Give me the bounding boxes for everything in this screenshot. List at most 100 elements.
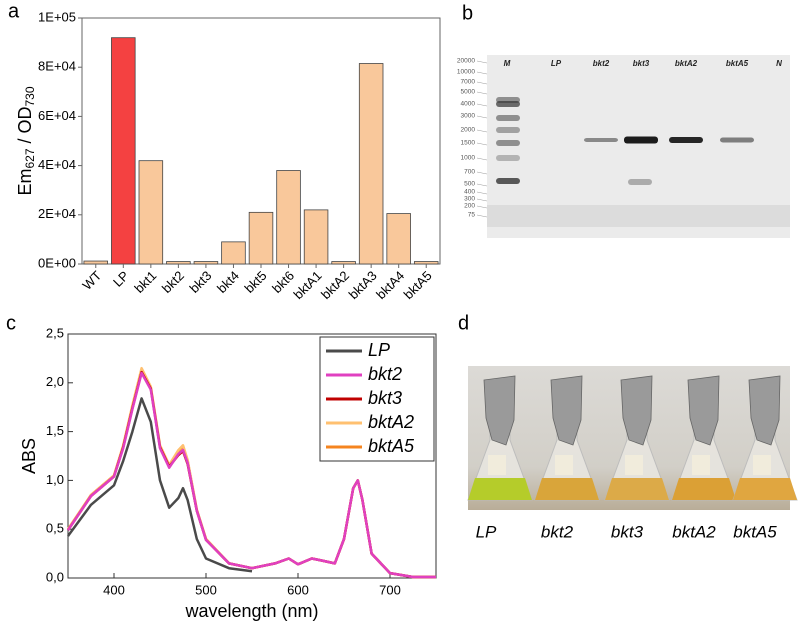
- ladder-label: 10000: [457, 69, 475, 76]
- lane-label: LP: [551, 59, 562, 68]
- flask-liquid: [672, 478, 736, 500]
- ladder-leader: [476, 71, 488, 75]
- ladder-label: 1500: [461, 140, 476, 147]
- x-tick-label: bkt4: [214, 268, 242, 296]
- x-tick-label: bktA5: [401, 268, 435, 302]
- ladder-leader: [476, 103, 488, 107]
- bar: [331, 261, 356, 265]
- sample-band: [628, 179, 652, 185]
- y-axis-label: ABS: [19, 438, 39, 474]
- ladder-label: 1000: [461, 155, 476, 162]
- lane-label: M: [504, 59, 511, 68]
- sample-band: [669, 137, 703, 143]
- foil-cap: [483, 375, 516, 446]
- panel-label: b: [462, 2, 473, 24]
- flask-tag: [625, 455, 643, 475]
- ladder-band: [496, 115, 520, 121]
- ladder-band: [496, 178, 520, 184]
- x-tick-label: bkt2: [159, 268, 187, 296]
- y-label-text: / OD: [15, 106, 35, 148]
- x-axis-label: wavelength (nm): [184, 601, 318, 621]
- legend-label: LP: [368, 340, 390, 360]
- bar: [413, 261, 439, 265]
- flask-label: LP: [476, 522, 497, 541]
- x-tick-label: 700: [379, 582, 401, 597]
- flask-liquid: [468, 478, 532, 500]
- flask-liquid: [733, 478, 797, 500]
- ladder-leader: [476, 91, 488, 95]
- flask-label: bkt3: [611, 522, 644, 541]
- flask-liquid: [605, 478, 669, 500]
- bar: [221, 241, 246, 265]
- ladder-leader: [476, 129, 488, 133]
- lane-label: bkt2: [593, 59, 610, 68]
- x-tick-label: bkt1: [131, 268, 159, 296]
- x-tick-label: bkt3: [186, 268, 214, 296]
- ladder-leader: [476, 205, 488, 209]
- ladder-label: 75: [468, 212, 476, 219]
- ladder-band: [496, 101, 520, 107]
- legend-label: bktA5: [368, 436, 415, 456]
- lane-label: bktA2: [675, 59, 698, 68]
- y-tick-label: 0E+00: [38, 255, 76, 270]
- y-tick-label: 0,5: [46, 521, 64, 536]
- flask-liquid: [535, 478, 599, 500]
- bar: [83, 260, 109, 265]
- ladder-leader: [476, 183, 488, 187]
- foil-cap: [748, 375, 781, 446]
- ladder-label: 5000: [461, 89, 476, 96]
- sample-band: [624, 136, 658, 144]
- lane-label: N: [776, 59, 782, 68]
- y-tick-label: 1,0: [46, 472, 64, 487]
- ladder-leader: [476, 171, 488, 175]
- ladder-label: 20000: [457, 58, 475, 65]
- flask-label: bkt2: [541, 522, 574, 541]
- y-label-text: Em: [15, 169, 35, 196]
- x-tick-label: WT: [79, 268, 104, 293]
- y-axis-label: Em627 / OD730: [15, 86, 37, 195]
- ladder-leader: [476, 60, 488, 64]
- flask-tag: [555, 455, 573, 475]
- legend-label: bkt3: [368, 388, 402, 408]
- bar: [166, 261, 191, 265]
- flask-tag: [692, 455, 710, 475]
- bar: [276, 170, 301, 265]
- ladder-band: [496, 140, 520, 146]
- bar: [138, 160, 164, 265]
- y-tick-label: 2,5: [46, 325, 64, 340]
- ladder-leader: [476, 191, 488, 195]
- gel-dye-front: [487, 205, 790, 227]
- plot-frame: [67, 333, 437, 579]
- ladder-label: 2000: [461, 127, 476, 134]
- ladder-label: 400: [464, 189, 475, 196]
- line-series: [66, 397, 253, 573]
- ladder-label: 3000: [461, 113, 476, 120]
- lane-label: bkt3: [633, 59, 650, 68]
- bar: [358, 63, 384, 265]
- y-tick-label: 4E+04: [38, 157, 76, 172]
- ladder-label: 7000: [461, 79, 476, 86]
- line-series: [66, 371, 436, 579]
- ladder-label: 300: [464, 196, 475, 203]
- flask-label: bktA5: [733, 522, 777, 541]
- x-tick-label: LP: [110, 268, 132, 290]
- x-tick-label: bktA3: [346, 268, 380, 302]
- ladder-label: 500: [464, 181, 475, 188]
- x-tick-label: bktA2: [318, 268, 352, 302]
- ladder-label: 200: [464, 203, 475, 210]
- x-tick-label: 500: [195, 582, 217, 597]
- y-label-subscript: 730: [23, 86, 37, 106]
- panel-label: c: [6, 312, 16, 334]
- ladder-leader: [476, 142, 488, 146]
- x-tick-label: 400: [103, 582, 125, 597]
- y-tick-label: 2E+04: [38, 206, 76, 221]
- y-label-subscript: 627: [23, 148, 37, 168]
- flask-tag: [488, 455, 506, 475]
- ladder-leader: [476, 81, 488, 85]
- bar: [303, 209, 329, 265]
- x-tick-label: bktA4: [373, 268, 407, 302]
- ladder-label: 700: [464, 169, 475, 176]
- x-tick-label: 600: [287, 582, 309, 597]
- bar: [193, 261, 219, 265]
